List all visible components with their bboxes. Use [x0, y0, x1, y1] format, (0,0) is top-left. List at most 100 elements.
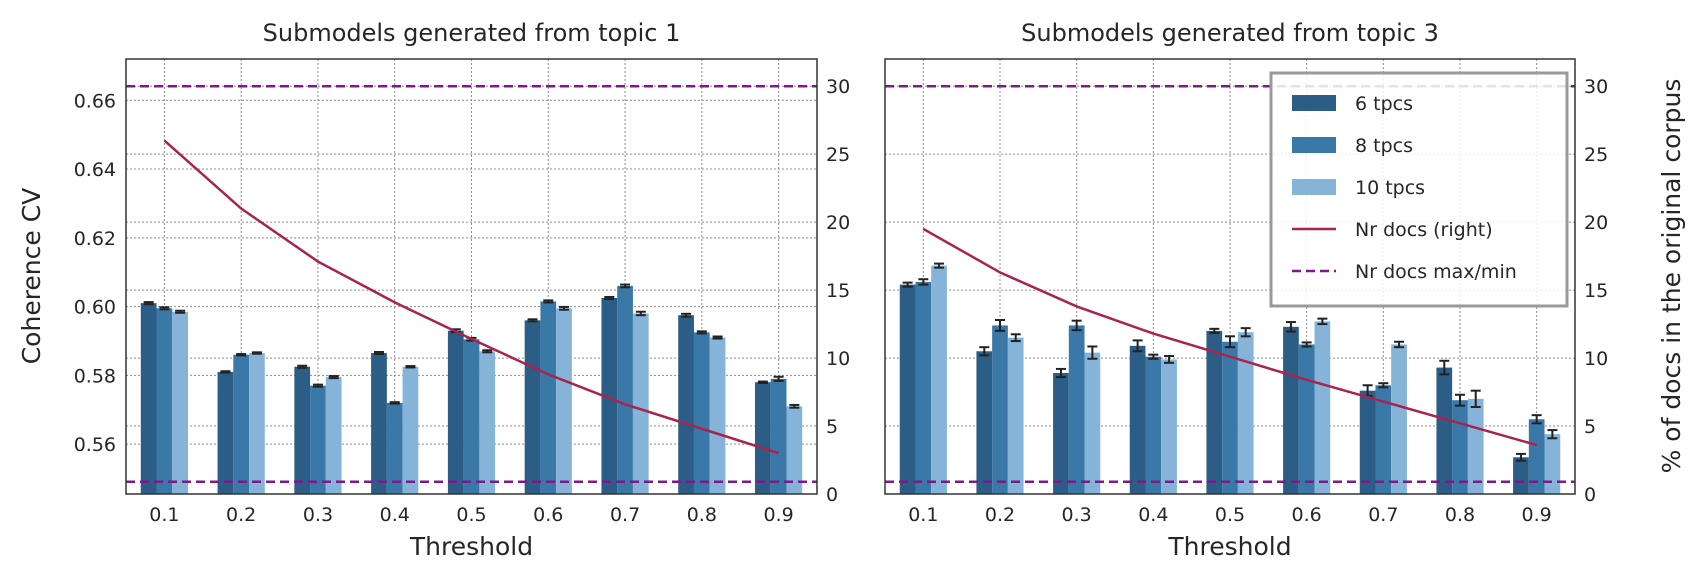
- bar: [755, 382, 771, 494]
- y2-tick-labels: 0 5 10 15 20 25 30: [826, 76, 850, 506]
- bar: [1436, 367, 1453, 494]
- y-tick-label: 0.66: [74, 90, 116, 112]
- y-axis-label: Coherence CV: [17, 188, 46, 365]
- bar: [678, 315, 694, 494]
- docs-line: [163, 139, 779, 455]
- bar: [1222, 341, 1238, 494]
- x-tick-label: 0.3: [303, 504, 333, 526]
- bar: [371, 353, 387, 494]
- y2-tick-label: 30: [826, 76, 850, 98]
- x-tick-label: 0.2: [985, 504, 1015, 526]
- x-tick-label: 0.9: [1522, 504, 1552, 526]
- bar: [524, 320, 541, 494]
- bar: [1375, 385, 1392, 494]
- panel-topic-1: 0.1 0.2 0.3 0.4 0.5 0.6 0.7 0.8 0.9 0.56 0.58 0.60…: [17, 19, 850, 561]
- y2-tick-label: 10: [1584, 348, 1608, 370]
- bar: [617, 285, 633, 494]
- y2-tick-label: 5: [1584, 416, 1596, 438]
- y2-tick-labels: 0 5 10 15 20 25 30: [1584, 76, 1608, 506]
- bar: [786, 406, 803, 494]
- plot-frame: [884, 58, 1576, 495]
- bar: [249, 353, 265, 494]
- bar: [1068, 325, 1085, 494]
- x-tick-labels: 0.1 0.2 0.3 0.4 0.5 0.6 0.7 0.8 0.9: [149, 504, 793, 526]
- y2-tick-label: 0: [826, 484, 838, 506]
- bar: [172, 311, 188, 494]
- bar: [931, 265, 947, 494]
- legend-swatch: [1292, 179, 1336, 195]
- legend-swatch: [1292, 95, 1336, 111]
- x-axis-label: Threshold: [409, 532, 533, 561]
- bar: [1007, 337, 1024, 494]
- x-tick-label: 0.6: [533, 504, 563, 526]
- x-tick-label: 0.2: [226, 504, 256, 526]
- bar: [693, 332, 710, 494]
- x-tick-label: 0.5: [1215, 504, 1245, 526]
- y2-tick-label: 15: [1584, 280, 1608, 302]
- y-tick-label: 0.60: [74, 297, 116, 319]
- y-tick-label: 0.62: [74, 228, 116, 250]
- bar: [1298, 344, 1315, 494]
- bar: [233, 354, 250, 494]
- bar: [310, 385, 326, 494]
- panel-topic-3: 0.1 0.2 0.3 0.4 0.5 0.6 0.7 0.8 0.9 0 5 10 15 20 25 30…: [884, 19, 1686, 561]
- docs-line: [922, 227, 1538, 447]
- bar: [1053, 373, 1069, 494]
- legend-label: 10 tpcs: [1355, 177, 1425, 199]
- legend-label: Nr docs (right): [1355, 219, 1493, 241]
- y2-tick-label: 25: [826, 144, 850, 166]
- bar: [294, 366, 311, 494]
- bar: [1145, 356, 1162, 494]
- y2-tick-label: 0: [1584, 484, 1596, 506]
- bar: [386, 402, 403, 494]
- x-tick-labels: 0.1 0.2 0.3 0.4 0.5 0.6 0.7 0.8 0.9: [908, 504, 1552, 526]
- bar: [770, 378, 787, 494]
- bar: [899, 284, 916, 494]
- bar: [217, 371, 234, 494]
- x-tick-label: 0.8: [687, 504, 717, 526]
- chart-title: Submodels generated from topic 3: [1021, 19, 1439, 47]
- bar: [1129, 345, 1146, 494]
- x-tick-label: 0.5: [456, 504, 486, 526]
- bar-group: [899, 262, 1561, 494]
- bar: [1283, 326, 1299, 494]
- bar: [402, 366, 419, 494]
- y-tick-label: 0.56: [74, 434, 116, 456]
- y2-tick-label: 25: [1584, 144, 1608, 166]
- legend-label: 6 tpcs: [1355, 93, 1413, 115]
- y2-tick-label: 20: [1584, 212, 1608, 234]
- legend-label: 8 tpcs: [1355, 135, 1413, 157]
- x-axis-label: Threshold: [1167, 532, 1291, 561]
- bar-group: [140, 283, 803, 494]
- bar: [140, 303, 157, 494]
- bar: [1452, 400, 1468, 494]
- x-tick-label: 0.3: [1062, 504, 1092, 526]
- y2-tick-label: 30: [1584, 76, 1608, 98]
- bar: [1467, 398, 1484, 494]
- y2-axis-label: % of docs in the original corpus: [1657, 79, 1686, 474]
- bar: [325, 377, 342, 494]
- bar: [1314, 321, 1331, 494]
- bar: [915, 281, 932, 494]
- x-tick-label: 0.9: [764, 504, 794, 526]
- bar: [1206, 330, 1223, 494]
- x-tick-label: 0.6: [1292, 504, 1322, 526]
- x-tick-label: 0.7: [1368, 504, 1398, 526]
- bar: [1391, 344, 1407, 494]
- bar: [156, 308, 173, 494]
- y-tick-label: 0.58: [74, 365, 116, 387]
- bar: [1084, 352, 1101, 494]
- bar: [632, 313, 649, 494]
- y-tick-labels: 0.56 0.58 0.60 0.62 0.64 0.66: [74, 90, 116, 456]
- bar: [556, 308, 572, 494]
- bar: [1161, 359, 1177, 494]
- legend-swatch: [1292, 137, 1336, 153]
- bar: [1513, 457, 1529, 494]
- line-group: [126, 84, 817, 484]
- bar: [976, 351, 993, 494]
- bar: [1528, 419, 1545, 494]
- legend-label: Nr docs max/min: [1355, 261, 1517, 283]
- x-tick-label: 0.4: [380, 504, 410, 526]
- bar: [709, 337, 726, 494]
